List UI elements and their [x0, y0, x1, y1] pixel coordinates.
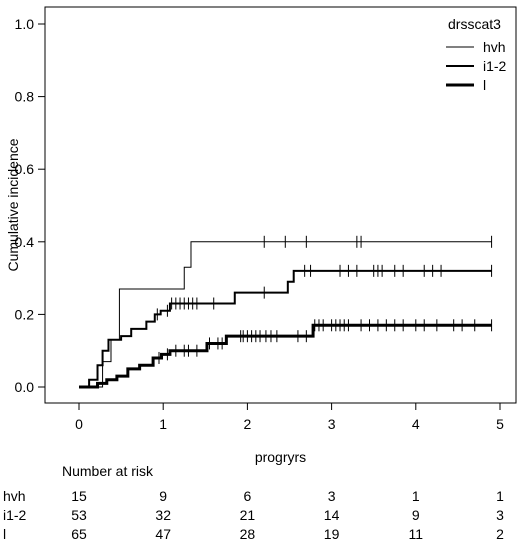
x-axis-title: progryrs — [255, 449, 306, 465]
series-group — [79, 235, 493, 389]
legend-label-hvh: hvh — [483, 39, 506, 55]
risk-row-label: l — [3, 526, 6, 542]
axes: 0.0 0.2 0.4 0.6 0.8 1.0 0 1 2 3 4 5 progryrs Cumulati… — [5, 16, 504, 465]
risk-value: 9 — [412, 507, 420, 523]
risk-value: 3 — [328, 488, 336, 504]
risk-value: 9 — [159, 488, 167, 504]
legend-label-i1-2: i1-2 — [483, 58, 507, 74]
risk-value: 2 — [496, 526, 504, 542]
y-tick-label: 0.4 — [15, 234, 35, 250]
x-tick-label: 2 — [244, 416, 252, 432]
risk-value: 14 — [324, 507, 340, 523]
plot-frame — [44, 6, 517, 404]
x-tick-label: 1 — [159, 416, 167, 432]
risk-value: 28 — [240, 526, 256, 542]
risk-value: 19 — [324, 526, 340, 542]
risk-value: 1 — [496, 488, 504, 504]
risk-value: 11 — [409, 526, 424, 542]
legend-title: drsscat3 — [448, 16, 501, 32]
risk-value: 6 — [244, 488, 252, 504]
risk-row-label: hvh — [3, 488, 26, 504]
series-line-l — [79, 323, 492, 389]
x-tick-label: 4 — [412, 416, 420, 432]
legend-label-l: l — [483, 77, 486, 93]
risk-value: 3 — [496, 507, 504, 523]
y-tick-label: 0.0 — [15, 379, 35, 395]
risk-value: 47 — [155, 526, 171, 542]
risk-value: 21 — [240, 507, 256, 523]
legend: drsscat3 hvh i1-2 l — [446, 16, 507, 93]
y-tick-label: 1.0 — [15, 16, 35, 32]
x-tick-label: 0 — [75, 416, 83, 432]
risk-value: 1 — [412, 488, 420, 504]
risk-table-title: Number at risk — [62, 463, 154, 479]
y-tick-label: 0.6 — [15, 161, 35, 177]
risk-value: 32 — [155, 507, 171, 523]
plot-border — [44, 6, 517, 404]
y-tick-label: 0.2 — [15, 306, 35, 322]
x-tick-label: 5 — [496, 416, 504, 432]
risk-value: 65 — [71, 526, 87, 542]
risk-value: 15 — [71, 488, 87, 504]
y-axis-title: Cumulative incidence — [5, 138, 21, 271]
series-line-i1-2 — [79, 269, 492, 388]
x-tick-label: 3 — [328, 416, 336, 432]
y-tick-label: 0.8 — [15, 89, 35, 105]
risk-row-label: i1-2 — [3, 507, 27, 523]
risk-value: 53 — [71, 507, 87, 523]
